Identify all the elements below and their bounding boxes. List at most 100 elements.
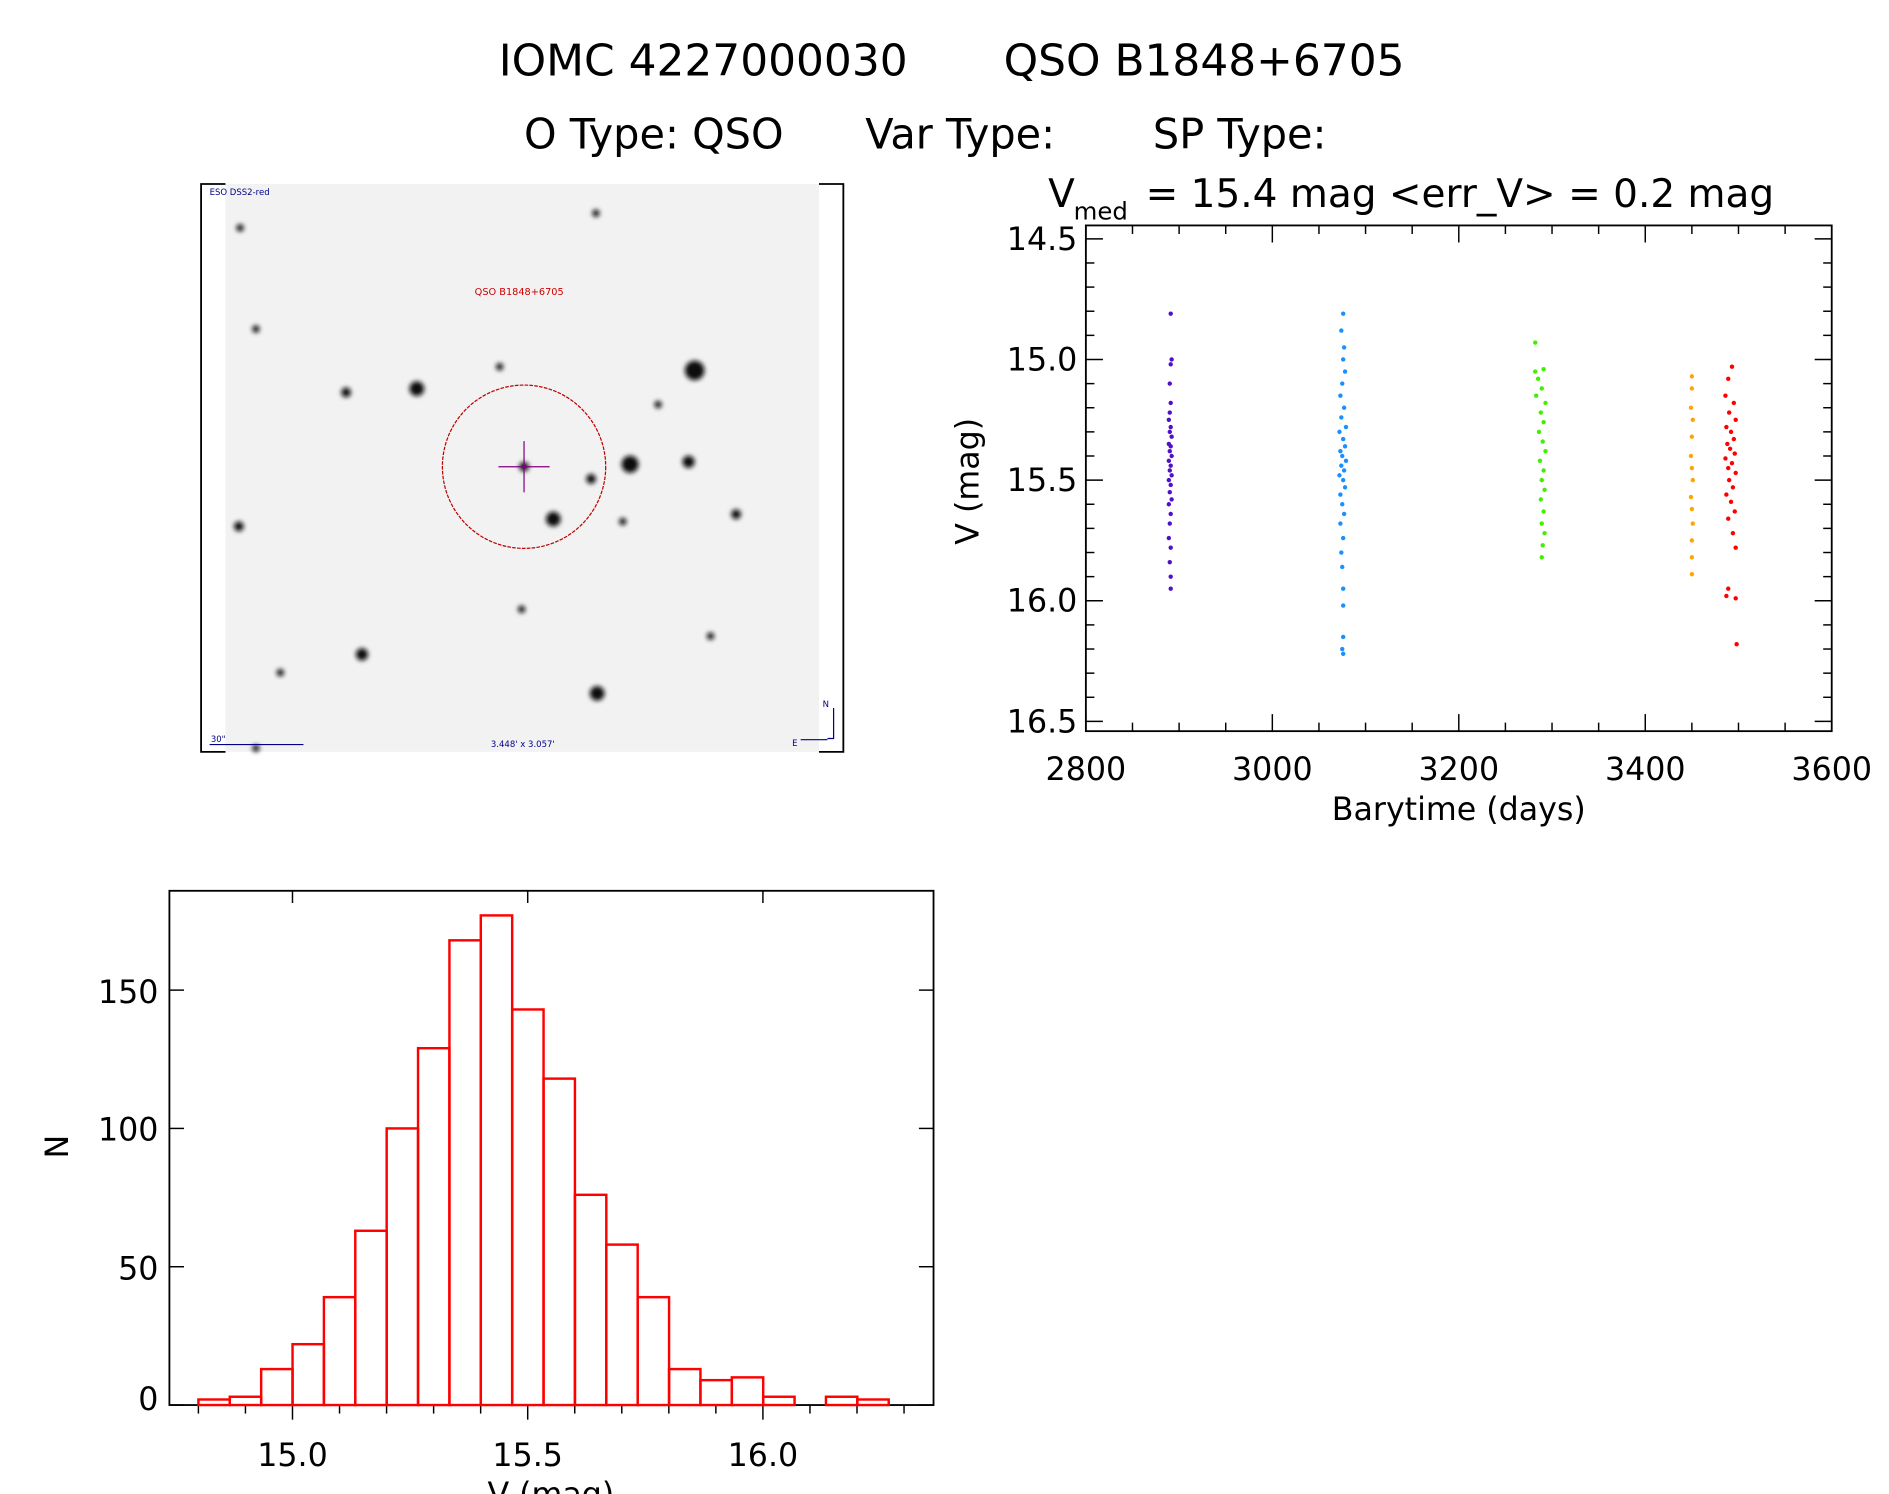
lc-point-season-1 <box>1168 482 1173 488</box>
hist-xlabel: V (mag) <box>487 1477 614 1494</box>
lc-point-season-1 <box>1169 473 1174 478</box>
lc-point-season-3 <box>1533 369 1538 374</box>
hist-bar <box>761 1395 796 1407</box>
lc-point-season-3 <box>1538 410 1544 415</box>
lc-point-season-4 <box>1689 538 1695 543</box>
star <box>341 387 351 398</box>
lc-point-season-2 <box>1343 458 1349 464</box>
star <box>621 455 639 473</box>
lc-point-season-5 <box>1726 410 1732 415</box>
lc-point-season-4 <box>1689 506 1695 512</box>
lc-point-season-5 <box>1731 400 1737 406</box>
lc-point-season-5 <box>1733 470 1738 476</box>
star <box>252 744 260 752</box>
lc-point-season-2 <box>1340 634 1346 640</box>
lc-point-season-2 <box>1339 550 1344 555</box>
lc-point-season-1 <box>1168 444 1173 449</box>
scale-label: 30" <box>211 735 226 745</box>
finder-image: ESO DSS2-red QSO B1848+6705 30" 3.448' x… <box>200 183 845 753</box>
lc-point-season-5 <box>1723 393 1728 398</box>
lc-ytick-1: 15.0 <box>1007 342 1078 378</box>
hist-bar <box>510 1008 545 1407</box>
lc-xlabel: Barytime (days) <box>1332 792 1586 828</box>
hist-bar <box>605 1243 639 1407</box>
lc-point-season-2 <box>1340 651 1346 657</box>
lc-ytick-4: 16.5 <box>1007 704 1078 740</box>
star <box>682 455 695 468</box>
vmed-subscript: med <box>1074 196 1128 225</box>
star <box>276 669 284 677</box>
lc-point-season-2 <box>1340 357 1346 362</box>
star <box>496 363 504 371</box>
lc-point-season-5 <box>1730 531 1736 536</box>
survey-label: ESO DSS2-red <box>210 188 270 198</box>
hist-bar <box>385 1127 420 1407</box>
lc-point-season-5 <box>1733 596 1738 601</box>
lc-xtick-0: 2800 <box>1046 752 1127 788</box>
hist-bar <box>291 1342 326 1407</box>
hist-xtick-2: 16.0 <box>728 1438 799 1474</box>
star <box>589 686 605 701</box>
lc-point-season-1 <box>1167 381 1172 386</box>
hist-bar <box>856 1398 890 1407</box>
lc-point-season-1 <box>1168 574 1173 579</box>
lc-point-season-2 <box>1339 463 1344 468</box>
lc-point-season-2 <box>1342 369 1348 374</box>
star <box>355 648 369 661</box>
lc-point-season-4 <box>1689 374 1695 379</box>
lc-point-season-5 <box>1725 441 1730 447</box>
lc-point-season-3 <box>1540 543 1545 548</box>
star <box>706 632 715 640</box>
lc-point-season-5 <box>1727 446 1733 451</box>
lc-point-season-1 <box>1169 497 1174 502</box>
star <box>409 381 425 397</box>
lc-point-season-5 <box>1726 465 1731 471</box>
lc-point-season-4 <box>1690 521 1695 526</box>
star <box>619 517 627 526</box>
lc-point-season-1 <box>1169 453 1174 459</box>
lc-point-season-3 <box>1541 468 1546 473</box>
lc-point-season-1 <box>1167 429 1172 435</box>
lc-point-season-2 <box>1338 393 1343 398</box>
lc-point-season-3 <box>1536 429 1542 435</box>
lc-point-season-4 <box>1689 434 1695 439</box>
star <box>233 521 244 532</box>
star <box>586 474 596 484</box>
lc-point-season-1 <box>1166 535 1172 541</box>
lc-point-season-1 <box>1167 521 1172 526</box>
lc-point-season-2 <box>1340 311 1346 316</box>
lc-point-season-3 <box>1541 366 1546 372</box>
hist-xtick-0: 15.0 <box>257 1438 328 1474</box>
lc-point-season-1 <box>1169 434 1174 439</box>
lc-point-season-4 <box>1690 417 1695 423</box>
star <box>731 509 741 520</box>
lc-point-season-2 <box>1343 424 1349 430</box>
lc-point-season-5 <box>1732 451 1737 456</box>
lc-point-season-3 <box>1541 509 1546 514</box>
lc-point-season-3 <box>1533 393 1539 398</box>
lc-point-season-2 <box>1342 485 1348 490</box>
lc-point-season-1 <box>1167 410 1172 415</box>
lc-point-season-5 <box>1726 477 1732 483</box>
lc-point-season-1 <box>1167 559 1172 565</box>
lc-point-season-1 <box>1167 489 1172 495</box>
hist-bar <box>699 1378 734 1407</box>
lc-point-season-2 <box>1341 405 1347 410</box>
lc-point-season-3 <box>1542 531 1547 536</box>
lc-point-season-2 <box>1340 453 1345 459</box>
lc-point-season-3 <box>1543 400 1548 406</box>
lc-point-season-3 <box>1542 487 1547 492</box>
hist-bar <box>667 1367 702 1407</box>
lc-point-season-3 <box>1535 376 1541 381</box>
lc-point-season-1 <box>1168 463 1173 468</box>
hist-bar <box>542 1077 577 1407</box>
target-label: QSO B1848+6705 <box>475 287 564 298</box>
vmed-symbol: V <box>1048 172 1075 217</box>
star <box>252 325 260 333</box>
lc-point-season-5 <box>1729 364 1735 369</box>
lc-point-season-2 <box>1337 473 1342 478</box>
lc-xtick-4: 3600 <box>1791 752 1872 788</box>
lc-ytick-0: 14.5 <box>1007 222 1078 258</box>
lc-point-season-5 <box>1734 642 1739 647</box>
